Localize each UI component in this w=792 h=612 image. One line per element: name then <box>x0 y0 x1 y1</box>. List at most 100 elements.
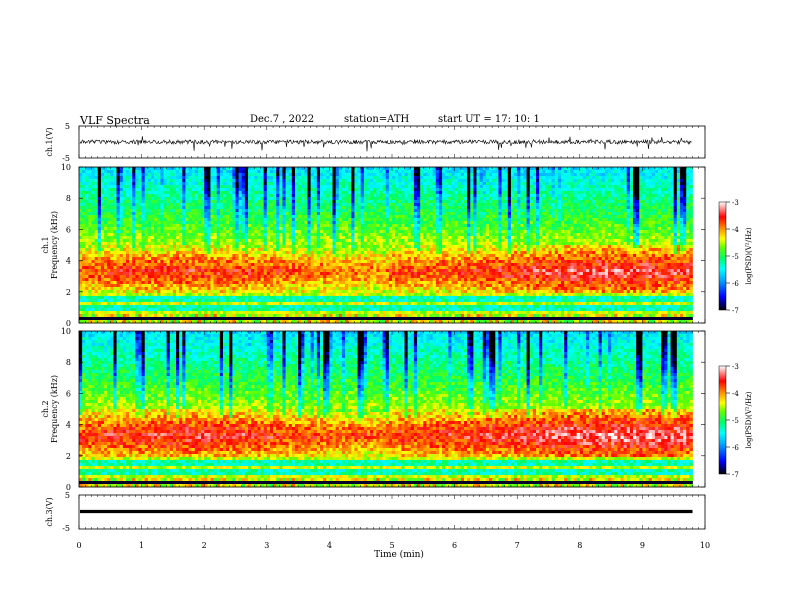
spectrogram-cell <box>379 224 383 227</box>
spectrogram-cell <box>580 176 584 179</box>
spectrogram-cell <box>242 197 246 200</box>
spectrogram-cell <box>254 200 258 203</box>
spectrogram-cell <box>448 200 452 203</box>
spectrogram-cell <box>498 185 502 188</box>
spectrogram-cell <box>586 176 590 179</box>
spectrogram-cell <box>379 194 383 197</box>
spectrogram-cell <box>223 167 227 170</box>
spectrogram-cell <box>232 191 236 194</box>
spectrogram-cell <box>214 221 218 224</box>
spectrogram-cell <box>627 170 631 173</box>
spectrogram-cell <box>345 215 349 218</box>
spectrogram-cell <box>495 188 499 191</box>
spectrogram-cell <box>599 179 603 182</box>
spectrogram-cell <box>401 212 405 215</box>
spectrogram-cell <box>392 227 396 230</box>
spectrogram-cell <box>367 197 371 200</box>
spectrogram-cell <box>439 185 443 188</box>
spectrogram-cell <box>577 224 581 227</box>
spectrogram-cell <box>617 230 621 233</box>
spectrogram-cell <box>495 221 499 224</box>
spectrogram-cell <box>210 206 214 209</box>
spectrogram-cell <box>420 179 424 182</box>
spectrogram-cell <box>661 194 665 197</box>
spectrogram-cell <box>304 191 308 194</box>
spectrogram-cell <box>113 209 117 212</box>
spectrogram-cell <box>661 206 665 209</box>
spectrogram-cell <box>683 230 687 233</box>
spectrogram-cell <box>583 200 587 203</box>
spectrogram-cell <box>176 173 180 176</box>
spectrogram-cell <box>592 203 596 206</box>
spectrogram-cell <box>276 182 280 185</box>
spectrogram-cell <box>232 221 236 224</box>
spectrogram-cell <box>320 197 324 200</box>
spectrogram-cell <box>583 221 587 224</box>
spectrogram-cell <box>392 206 396 209</box>
spectrogram-cell <box>505 215 509 218</box>
spectrogram-cell <box>505 221 509 224</box>
spectrogram-cell <box>561 203 565 206</box>
spectrogram-cell <box>642 203 646 206</box>
spectrogram-cell <box>542 233 546 236</box>
spectrogram-cell <box>671 191 675 194</box>
spectrogram-cell <box>138 197 142 200</box>
spectrogram-cell <box>79 203 83 206</box>
spectrogram-cell <box>358 230 362 233</box>
spectrogram-cell <box>85 206 89 209</box>
spectrogram-cell <box>423 203 427 206</box>
figure: 5 -5 ch.1(V) 0246810 ch.1 Frequency (kHz… <box>0 0 792 612</box>
spectrogram-cell <box>376 191 380 194</box>
spectrogram-cell <box>176 182 180 185</box>
spectrogram-cell <box>627 203 631 206</box>
spectrogram-cell <box>367 188 371 191</box>
spectrogram-cell <box>204 212 208 215</box>
spectrogram-cell <box>129 200 133 203</box>
spectrogram-cell <box>214 188 218 191</box>
spectrogram-cell <box>210 203 214 206</box>
spectrogram-cell <box>304 224 308 227</box>
spectrogram-cell <box>217 221 221 224</box>
spectrogram-cell <box>514 182 518 185</box>
spectrogram-cell <box>430 230 434 233</box>
spectrogram-cell <box>595 206 599 209</box>
spectrogram-cell <box>342 191 346 194</box>
spectrogram-cell <box>138 191 142 194</box>
spectrogram-cell <box>580 185 584 188</box>
spectrogram-cell <box>589 200 593 203</box>
spectrogram-cell <box>646 215 650 218</box>
spectrogram-cell <box>580 221 584 224</box>
spectrogram-cell <box>567 206 571 209</box>
spectrogram-cell <box>326 239 330 242</box>
spectrogram-cell <box>511 182 515 185</box>
spectrogram-cell <box>442 188 446 191</box>
spectrogram-cell <box>342 206 346 209</box>
spectrogram-cell <box>689 233 693 236</box>
spectrogram-cell <box>270 197 274 200</box>
spectrogram-cell <box>217 182 221 185</box>
spectrogram-cell <box>527 191 531 194</box>
spectrogram-cell <box>433 212 437 215</box>
spectrogram-cell <box>574 221 578 224</box>
spectrogram-cell <box>677 170 681 173</box>
spectrogram-cell <box>92 191 96 194</box>
spectrogram-cell <box>345 191 349 194</box>
spectrogram-cell <box>508 227 512 230</box>
spectrogram-cell <box>614 185 618 188</box>
spectrogram-cell <box>82 215 86 218</box>
spectrogram-cell <box>254 188 258 191</box>
spectrogram-cell <box>486 188 490 191</box>
spectrogram-cell <box>423 197 427 200</box>
spectrogram-cell <box>170 170 174 173</box>
spectrogram-cell <box>473 215 477 218</box>
spectrogram-cell <box>298 173 302 176</box>
spectrogram-cell <box>217 203 221 206</box>
spectrogram-cell <box>649 173 653 176</box>
spectrogram-cell <box>636 218 640 221</box>
spectrogram-cell <box>558 182 562 185</box>
spectrogram-cell <box>279 170 283 173</box>
spectrogram-cell <box>364 215 368 218</box>
spectrogram-cell <box>142 176 146 179</box>
spectrogram-cell <box>683 173 687 176</box>
spectrogram-cell <box>317 188 321 191</box>
